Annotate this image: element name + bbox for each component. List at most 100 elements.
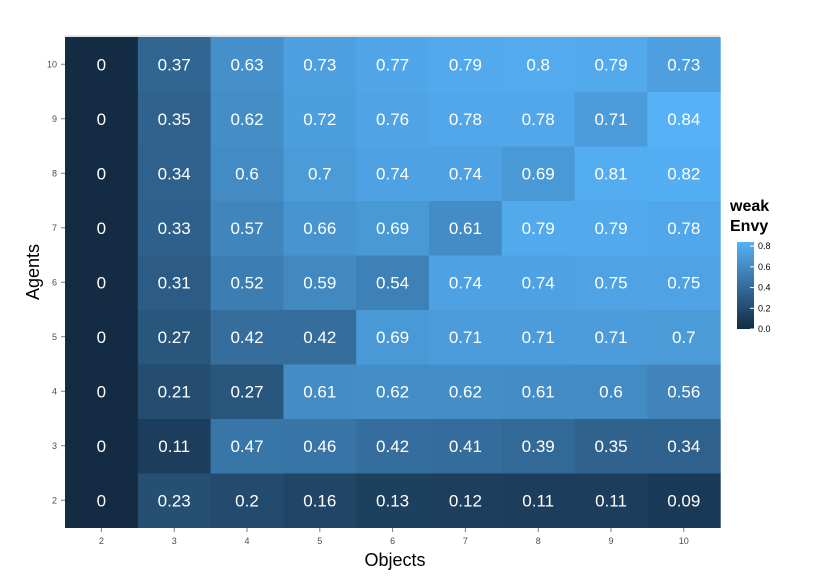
heatmap-cell-label: 0 [97, 110, 106, 129]
heatmap-cell [429, 91, 503, 147]
heatmap-cell-label: 0.71 [594, 328, 627, 347]
heatmap-cell-label: 0.35 [594, 437, 627, 456]
heatmap-cell [429, 418, 503, 474]
heatmap-cell-label: 0.84 [667, 110, 700, 129]
heatmap-cell [210, 364, 284, 419]
heatmap-cell [137, 418, 212, 474]
heatmap-cell [647, 91, 721, 147]
heatmap-cell-label: 0.82 [667, 164, 700, 183]
heatmap-cell-label: 0.33 [158, 219, 191, 238]
heatmap-cell-label: 0.74 [449, 164, 482, 183]
legend-title-line-2: Envy [730, 218, 768, 235]
heatmap-cell [210, 37, 284, 92]
heatmap-cell-label: 0.41 [449, 437, 482, 456]
heatmap-cell [210, 473, 284, 528]
heatmap-cell [137, 146, 212, 201]
heatmap-cell [356, 200, 430, 256]
x-tick-label: 7 [463, 536, 468, 546]
heatmap-cell [356, 37, 430, 92]
heatmap-cell [356, 91, 430, 147]
heatmap-cell [137, 473, 212, 528]
x-tick-label: 5 [317, 536, 322, 546]
heatmap-cell [65, 364, 139, 419]
heatmap-cell-label: 0.61 [522, 382, 555, 401]
y-axis-title: Agents [23, 244, 43, 300]
heatmap-cell [283, 37, 357, 92]
heatmap-cell [210, 91, 284, 147]
heatmap-cell-label: 0.34 [667, 437, 700, 456]
heatmap-cell [647, 364, 721, 419]
legend-tick-label: 0.2 [758, 303, 771, 313]
heatmap-cell-label: 0.42 [376, 437, 409, 456]
heatmap-cell [283, 200, 357, 256]
heatmap-cell-label: 0.47 [230, 437, 263, 456]
heatmap-cell-label: 0.63 [230, 55, 263, 74]
heatmap-cell-label: 0.52 [230, 273, 263, 292]
y-tick-label: 8 [52, 168, 57, 178]
legend: weak Envy 0.0 0.2 0.4 0.6 0.8 [729, 198, 771, 334]
heatmap-cell [429, 255, 503, 310]
y-tick-label: 9 [52, 114, 57, 124]
heatmap-cell [283, 473, 357, 528]
heatmap-cell [647, 309, 721, 365]
heatmap-cell-label: 0 [97, 219, 106, 238]
x-tick-label: 8 [536, 536, 541, 546]
heatmap-cell [356, 255, 430, 310]
heatmap-cell [501, 200, 576, 256]
heatmap-cell [574, 364, 648, 419]
x-tick-label: 9 [608, 536, 613, 546]
heatmap-cell-label: 0.71 [449, 328, 482, 347]
legend-colorbar [737, 242, 754, 329]
heatmap-cell [65, 146, 139, 201]
heatmap-cell-label: 0.56 [667, 382, 700, 401]
legend-title-line-1: weak [729, 198, 769, 215]
heatmap-cell-label: 0.21 [158, 382, 191, 401]
heatmap-cell [65, 255, 139, 310]
heatmap-cell-label: 0.75 [667, 273, 700, 292]
heatmap-cell [65, 200, 139, 256]
heatmap-cell [647, 255, 721, 310]
heatmap-cell [501, 309, 576, 365]
heatmap-cell [574, 255, 648, 310]
heatmap-cell-label: 0.54 [376, 273, 409, 292]
heatmap-cell-label: 0 [97, 273, 106, 292]
heatmap-cell [647, 37, 721, 92]
heatmap-cell-label: 0.77 [376, 55, 409, 74]
heatmap-cell [647, 418, 721, 474]
heatmap-cell [65, 473, 139, 528]
heatmap-cell [283, 309, 357, 365]
heatmap-cell-label: 0.11 [158, 437, 190, 456]
x-tick-label: 3 [172, 536, 177, 546]
heatmap-cell-label: 0.78 [449, 110, 482, 129]
heatmap-cell-label: 0.69 [376, 219, 409, 238]
heatmap-cell-label: 0.74 [376, 164, 409, 183]
heatmap-cell-label: 0.61 [449, 219, 482, 238]
heatmap-cell [65, 309, 139, 365]
y-tick-label: 6 [52, 277, 57, 287]
heatmap-cell-label: 0.74 [449, 273, 482, 292]
heatmap-cell-label: 0.12 [449, 491, 482, 510]
y-tick-label: 5 [52, 332, 57, 342]
heatmap-cell-label: 0.37 [158, 55, 191, 74]
heatmap-cell [210, 309, 284, 365]
heatmap-cell-label: 0.72 [303, 110, 336, 129]
heatmap-cell-label: 0.31 [158, 273, 191, 292]
heatmap-cell-label: 0.79 [594, 219, 627, 238]
y-tick-label: 7 [52, 223, 57, 233]
heatmap-cell-label: 0 [97, 55, 106, 74]
heatmap-cell [65, 418, 139, 474]
x-axis-title: Objects [364, 550, 425, 570]
heatmap-cell [574, 200, 648, 256]
heatmap-cell [501, 418, 576, 474]
y-axis-ticks: 2 3 4 5 6 7 8 9 10 [47, 59, 65, 505]
x-tick-label: 6 [390, 536, 395, 546]
heatmap-cell [574, 309, 648, 365]
heatmap-cell [501, 255, 576, 310]
legend-tick-label: 0.4 [758, 283, 771, 293]
heatmap-cell-label: 0 [97, 382, 106, 401]
x-tick-label: 2 [99, 536, 104, 546]
heatmap-cell [210, 418, 284, 474]
heatmap-cell [283, 255, 357, 310]
heatmap-cell-label: 0.09 [667, 491, 700, 510]
heatmap-cell [356, 364, 430, 419]
